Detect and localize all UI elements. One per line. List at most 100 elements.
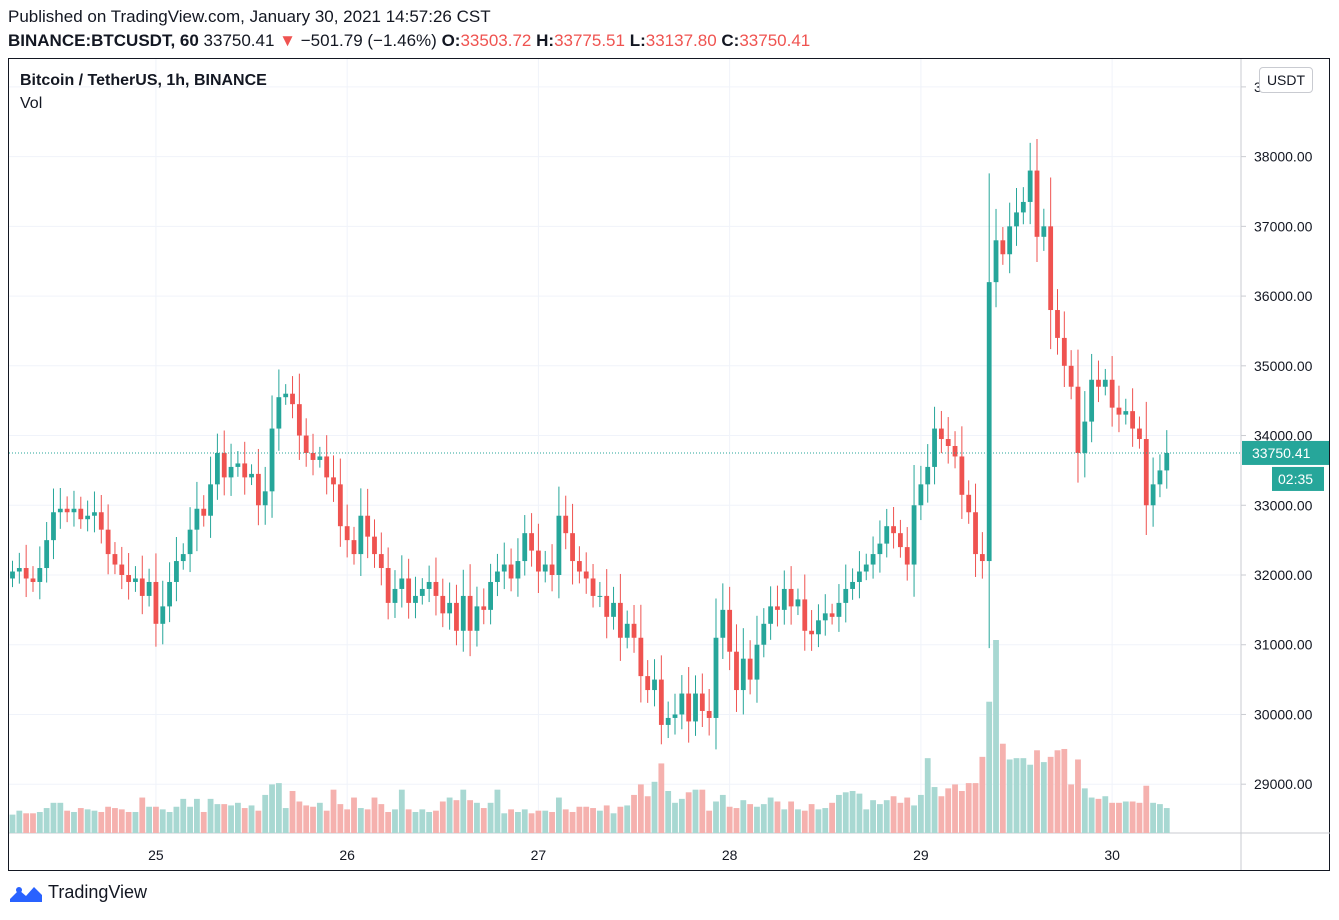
volume-bar: [118, 809, 125, 833]
candle: [30, 578, 36, 582]
volume-bar: [16, 810, 23, 833]
volume-bar: [125, 811, 132, 833]
volume-bar: [310, 806, 316, 833]
high-value: 33775.51: [554, 31, 625, 50]
candle: [249, 473, 254, 478]
y-tick-label: 33000.00: [1254, 497, 1313, 513]
volume-bar: [1150, 802, 1157, 833]
volume-bar: [153, 806, 159, 833]
volume-bar: [515, 811, 521, 833]
x-tick-label: 28: [722, 847, 738, 863]
volume-bar: [788, 801, 795, 833]
currency-button[interactable]: USDT: [1259, 67, 1313, 93]
candle: [904, 547, 910, 565]
volume-bar: [842, 792, 849, 833]
volume-bar: [822, 808, 829, 833]
ohlc-header: BINANCE:BTCUSDT, 60 33750.41 ▼ −501.79 (…: [8, 31, 810, 51]
candle: [426, 581, 432, 589]
candle: [344, 526, 350, 541]
candle: [740, 658, 746, 691]
candle: [283, 393, 289, 398]
candle: [1164, 452, 1170, 471]
candle: [1102, 379, 1108, 387]
candle: [781, 588, 787, 610]
volume-bar: [91, 810, 98, 833]
candle: [788, 588, 794, 607]
countdown-label: 02:35: [1278, 471, 1313, 487]
volume-bar: [945, 788, 952, 833]
y-tick-label: 30000.00: [1254, 706, 1313, 722]
candle: [576, 561, 582, 572]
candle: [215, 452, 220, 485]
volume-bar: [146, 806, 152, 833]
volume-bar: [71, 811, 77, 833]
candle: [119, 564, 125, 575]
candle: [850, 581, 855, 589]
candle: [761, 623, 767, 645]
candle: [1000, 240, 1006, 255]
candle: [508, 564, 514, 579]
candle: [597, 595, 603, 597]
candle: [686, 693, 692, 722]
candle: [337, 484, 343, 527]
candle: [1075, 386, 1081, 453]
candle: [440, 595, 446, 614]
candle: [447, 602, 453, 614]
candle: [385, 568, 391, 603]
candle: [870, 554, 876, 565]
volume-bar: [433, 810, 439, 833]
candle: [1048, 226, 1054, 311]
volume-bar: [1013, 758, 1020, 833]
candle: [303, 435, 309, 453]
legend-title: Bitcoin / TetherUS, 1h, BINANCE: [20, 72, 267, 89]
candle: [378, 554, 384, 569]
volume-bar: [282, 808, 289, 833]
volume-bar: [289, 790, 296, 833]
candle: [563, 515, 569, 534]
volume-bar: [84, 809, 91, 833]
volume-bar: [501, 813, 508, 833]
high-label: H:: [536, 31, 555, 50]
candle: [310, 452, 316, 460]
volume-bar: [576, 806, 583, 833]
candle: [358, 515, 364, 555]
volume-bar: [139, 797, 146, 833]
volume-bar: [269, 784, 275, 833]
candle: [515, 561, 521, 579]
candle: [1130, 411, 1136, 429]
candle: [734, 651, 739, 691]
volume-bar: [685, 792, 692, 833]
y-tick-label: 31000.00: [1254, 637, 1313, 653]
last-price-tag-label: 33750.41: [1252, 445, 1311, 461]
volume-bar: [808, 804, 815, 833]
volume-bar: [1136, 802, 1143, 833]
candle: [836, 602, 842, 617]
candle: [658, 679, 664, 725]
candle: [1068, 365, 1074, 387]
open-label: O:: [441, 31, 461, 50]
candle: [863, 564, 869, 572]
volume-bar: [836, 794, 842, 833]
volume-bar: [733, 808, 740, 833]
volume-bar: [412, 811, 419, 833]
candle: [556, 515, 562, 575]
volume-bar: [1020, 758, 1027, 833]
y-tick-label: 37000.00: [1254, 218, 1313, 234]
volume-bar: [1040, 762, 1047, 833]
tradingview-logo[interactable]: TradingView: [8, 882, 147, 903]
candle: [1123, 411, 1129, 415]
candle: [1157, 470, 1163, 485]
volume-bar: [596, 810, 603, 833]
y-tick-label: 34000.00: [1254, 428, 1313, 444]
volume-bar: [890, 796, 897, 833]
candle: [1096, 379, 1101, 387]
candle: [638, 637, 644, 677]
candle: [296, 404, 302, 436]
candle: [857, 571, 862, 582]
volume-bar: [603, 805, 610, 833]
volume-bar: [1122, 801, 1129, 833]
candle: [877, 543, 883, 555]
volume-bar: [631, 794, 637, 833]
countdown-tag: [1272, 466, 1324, 491]
